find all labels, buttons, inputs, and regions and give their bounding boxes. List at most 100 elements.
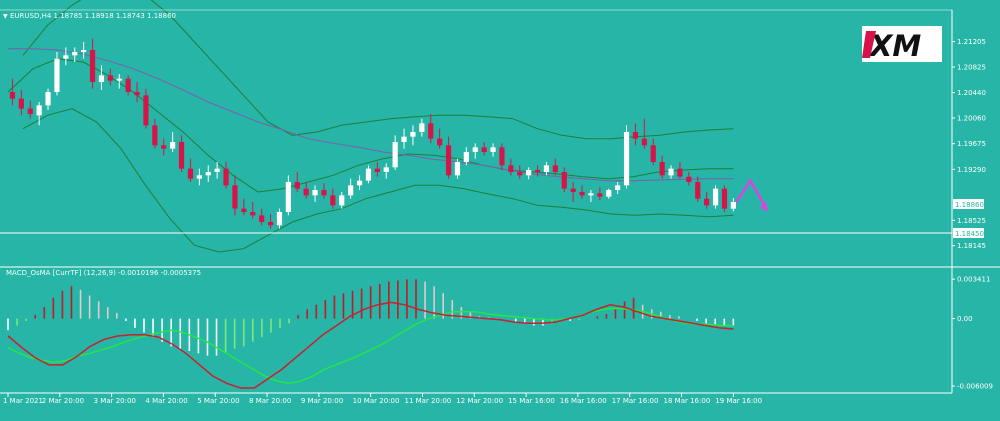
candle-body [517,172,523,176]
candle-body [356,180,363,186]
candle [294,172,300,192]
price-axis: 1.21205 1.20825 1.20440 1.20060 1.19675 1.192… [952,38,986,250]
candle [89,38,96,89]
candle [695,176,701,202]
candle-body [704,198,710,206]
candle [419,118,425,137]
moving-average-line [8,48,734,182]
candle [552,158,558,176]
candle [285,175,291,216]
candle-body [196,175,202,179]
candle-body [686,176,692,182]
candle [650,138,656,166]
candle-body [294,182,300,189]
candle-body [45,92,51,106]
candle-body [81,50,87,52]
chart-dropdown-icon[interactable]: ▼ [3,13,8,20]
candle [677,162,683,179]
time-tick-label: 9 Mar 20:00 [301,397,343,405]
forecast-arrow-icon [735,178,769,212]
osma-histogram [7,279,735,356]
candle-body [650,145,656,162]
price-tick-label: 1.18525 [957,217,986,225]
candle [561,167,567,192]
candle [143,88,149,129]
candle-body [267,222,274,226]
candle-body [134,92,140,96]
candle [116,74,122,89]
time-tick-label: 8 Mar 20:00 [249,397,291,405]
candle [712,185,719,209]
candle-body [543,165,550,172]
candle [312,185,318,202]
candle-body [365,168,372,181]
candle-body [428,123,434,139]
candle [401,128,407,149]
indicator-axis: 0.003411 0.00 -0.006009 [952,276,993,391]
bollinger-lower-line [22,108,734,253]
candle-body [303,188,309,196]
candle-body [383,167,389,172]
candle-body [116,78,122,81]
candle-body [534,170,541,172]
candle [178,135,185,172]
candle [499,143,505,170]
candle-body [419,123,425,132]
candle-body [410,132,416,137]
candle-body [9,92,16,99]
candle [36,102,42,126]
candle [454,158,461,179]
price-tick-label: 1.20440 [957,89,986,97]
candle [107,68,113,86]
candle-body [570,188,576,192]
xm-logo: XM [862,26,942,63]
bollinger-upper-line [22,0,734,140]
candle-body [437,138,443,146]
candle [27,100,33,119]
candle-body [721,188,728,209]
candle [72,47,78,62]
time-tick-label: 15 Mar 16:00 [508,397,555,405]
candle [330,188,336,209]
candle-body [125,78,131,92]
candle-body [695,182,701,199]
candle-body [18,98,24,109]
candle-body [499,147,505,166]
candle [232,175,238,216]
price-tick-label: 1.19290 [957,166,986,174]
time-tick-label: 16 Mar 16:00 [560,397,607,405]
candle-body [712,188,719,206]
candle-body [392,142,398,168]
candle [241,198,247,216]
candle [597,187,603,200]
candle [579,185,585,199]
candle [526,167,532,180]
candle [276,208,283,229]
candle [303,182,309,199]
candle-body [632,132,639,139]
time-tick-label: 17 Mar 16:00 [612,397,659,405]
candle [392,135,398,170]
candle-body [508,165,514,172]
candle-body [374,168,380,172]
candle-body [321,190,327,196]
xm-logo-text: XM [868,29,921,63]
candle-body [178,142,185,169]
candle-body [98,75,105,82]
candle [125,75,131,96]
candle-body [276,212,283,226]
candle [374,162,380,177]
candle [588,190,594,202]
candle-body [445,145,452,176]
moving-average [8,48,734,182]
candle [463,147,469,166]
candle [267,214,274,229]
candle-body [63,55,69,59]
candle-body [187,168,194,179]
candle [472,143,478,159]
candle-body [588,193,594,196]
candle-body [606,190,612,197]
